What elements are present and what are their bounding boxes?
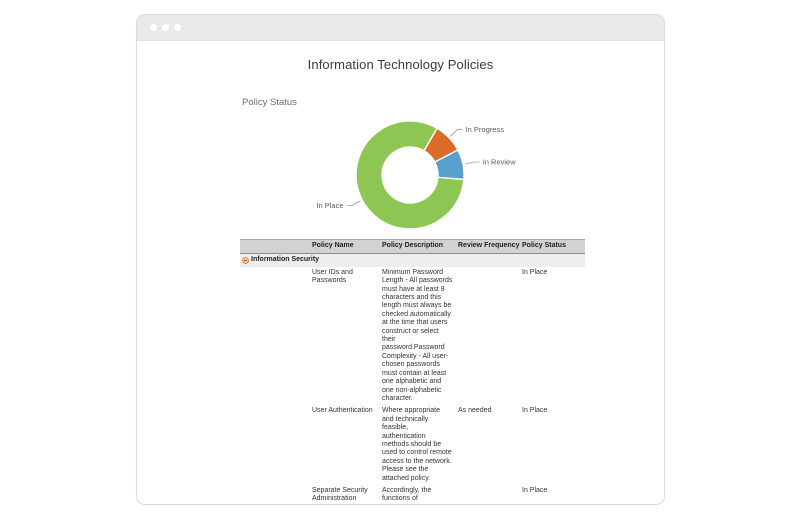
page-content: Information Technology Policies Policy S…: [137, 41, 664, 504]
donut-label-in-review: In Review: [483, 158, 517, 167]
browser-window: Information Technology Policies Policy S…: [136, 14, 665, 505]
cell-policy-name: User Authentication: [312, 407, 373, 415]
column-header-policy-description[interactable]: Policy Description: [380, 238, 456, 255]
cell-policy-description: Minimum Password Length - All passwords …: [382, 268, 453, 402]
donut-label-leader-line: [464, 161, 480, 165]
window-control-maximize[interactable]: [174, 24, 181, 31]
donut-label-leader-line: [346, 200, 361, 206]
table-row: User IDs and Passwords Minimum Password …: [240, 267, 585, 406]
cell-review-frequency: As needed: [458, 407, 492, 415]
table-row: Separate Security Administration Functio…: [240, 485, 585, 504]
donut-slice-in-place[interactable]: [355, 120, 465, 230]
table-header-row: Policy Name Policy Description Review Fr…: [240, 238, 585, 255]
cell-policy-status: In Place: [522, 268, 548, 276]
group-row-information-security: Information Security: [240, 253, 585, 267]
group-label: Information Security: [251, 256, 320, 264]
window-control-close[interactable]: [150, 24, 157, 31]
window-title-bar: [137, 15, 664, 41]
cell-policy-status: In Place: [522, 486, 548, 494]
policy-status-donut-chart: In Progress In Review In Place: [316, 120, 517, 230]
policies-table: Policy Name Policy Description Review Fr…: [240, 238, 585, 504]
cell-policy-name: Separate Security Administration Functio…: [312, 486, 368, 504]
cell-policy-description: Where appropriate and technically feasib…: [382, 407, 452, 482]
donut-label-in-place: In Place: [316, 201, 343, 210]
window-control-minimize[interactable]: [162, 24, 169, 31]
donut-label-leader-line: [450, 128, 463, 137]
cell-review-frequency: [456, 485, 520, 504]
donut-label-in-progress: In Progress: [466, 125, 505, 134]
cell-policy-name: User IDs and Passwords: [312, 268, 353, 285]
cell-policy-description: Accordingly, the functions of informatio…: [382, 486, 452, 504]
cell-review-frequency: [456, 267, 520, 406]
chart-title: Policy Status: [242, 97, 297, 108]
column-header-policy-name[interactable]: Policy Name: [310, 238, 380, 255]
column-header-group: [240, 238, 310, 255]
table-row: User Authentication Where appropriate an…: [240, 405, 585, 485]
column-header-policy-status[interactable]: Policy Status: [520, 238, 585, 255]
page-title: Information Technology Policies: [307, 57, 494, 72]
collapse-minus-icon[interactable]: [242, 256, 249, 264]
column-header-review-frequency[interactable]: Review Frequency: [456, 238, 520, 255]
cell-policy-status: In Place: [522, 407, 548, 415]
